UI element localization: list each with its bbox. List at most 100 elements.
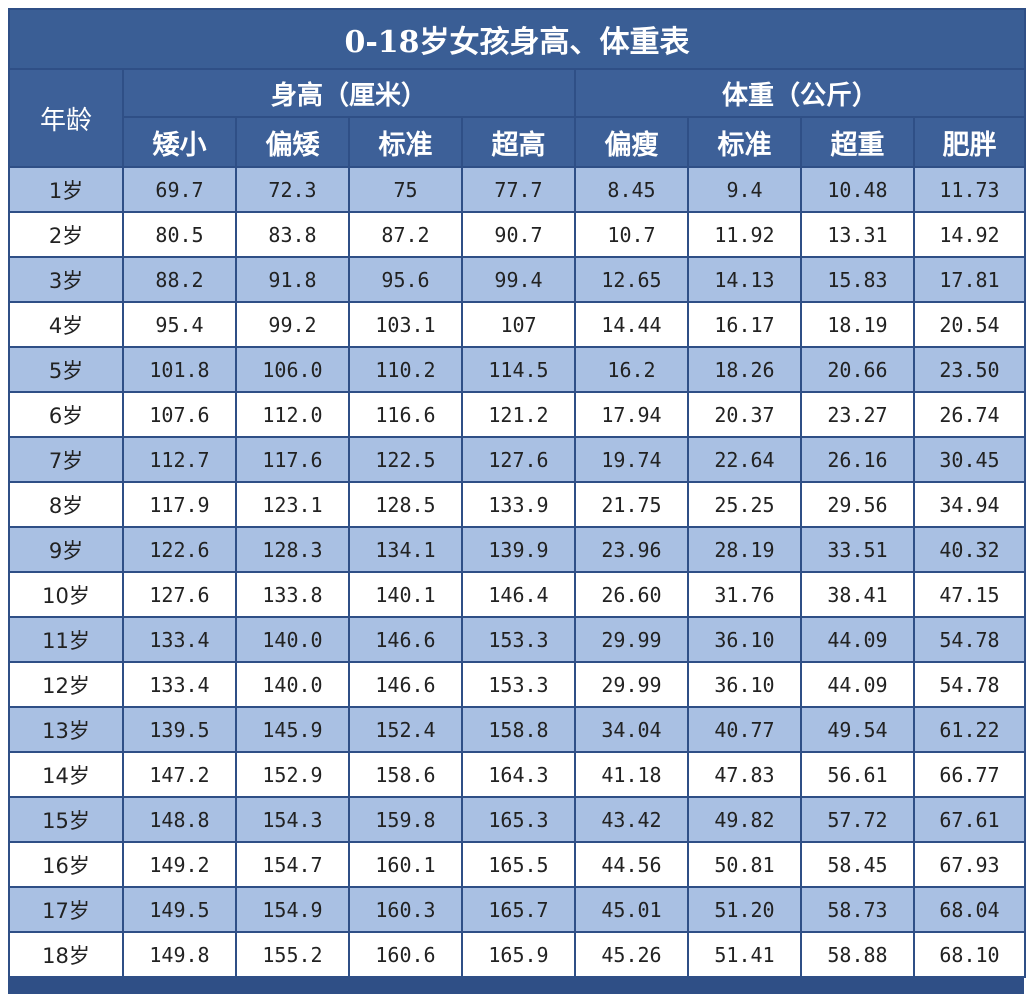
value-cell: 13.31 [800, 211, 915, 258]
age-cell: 15岁 [8, 796, 124, 843]
value-cell: 90.7 [461, 211, 576, 258]
value-cell: 34.04 [574, 706, 689, 753]
value-cell: 44.56 [574, 841, 689, 888]
height-group-header: 身高（厘米） [122, 68, 576, 118]
value-cell: 54.78 [912, 616, 1027, 663]
value-cell: 67.93 [912, 841, 1027, 888]
subheader-standard-height: 标准 [348, 116, 463, 168]
value-cell: 33.51 [800, 526, 915, 573]
age-cell: 7岁 [8, 436, 124, 483]
subheader-below-average-height: 偏矮 [235, 116, 350, 168]
value-cell: 50.81 [687, 841, 802, 888]
value-cell: 72.3 [235, 166, 350, 213]
value-cell: 99.4 [461, 256, 576, 303]
value-cell: 45.26 [574, 931, 689, 978]
value-cell: 18.26 [687, 346, 802, 393]
table-row: 5岁 101.8 106.0 110.2 114.5 16.2 18.26 20.66 23.5… [8, 346, 1027, 393]
value-cell: 54.78 [912, 661, 1027, 708]
value-cell: 95.6 [348, 256, 463, 303]
value-cell: 68.10 [912, 931, 1027, 978]
value-cell: 75 [348, 166, 463, 213]
value-cell: 101.8 [122, 346, 237, 393]
value-cell: 110.2 [348, 346, 463, 393]
value-cell: 61.22 [912, 706, 1027, 753]
value-cell: 43.42 [574, 796, 689, 843]
value-cell: 160.3 [348, 886, 463, 933]
value-cell: 45.01 [574, 886, 689, 933]
value-cell: 165.9 [461, 931, 576, 978]
value-cell: 11.92 [687, 211, 802, 258]
table-row: 1岁 69.7 72.3 75 77.7 8.45 9.4 10.48 11.73 [8, 166, 1027, 213]
value-cell: 99.2 [235, 301, 350, 348]
value-cell: 14.13 [687, 256, 802, 303]
value-cell: 77.7 [461, 166, 576, 213]
value-cell: 49.54 [800, 706, 915, 753]
value-cell: 69.7 [122, 166, 237, 213]
value-cell: 16.17 [687, 301, 802, 348]
age-cell: 4岁 [8, 301, 124, 348]
growth-chart-table-frame: 0-18岁女孩身高、体重表 年龄 身高（厘米） 体重（公斤） 矮小 偏矮 标准 … [7, 8, 1027, 994]
age-cell: 10岁 [8, 571, 124, 618]
value-cell: 133.4 [122, 661, 237, 708]
table-row: 6岁 107.6 112.0 116.6 121.2 17.94 20.37 23.27 26.… [8, 391, 1027, 438]
value-cell: 16.2 [574, 346, 689, 393]
table-row: 2岁 80.5 83.8 87.2 90.7 10.7 11.92 13.31 14.92 [8, 211, 1027, 258]
value-cell: 87.2 [348, 211, 463, 258]
table-row: 9岁 122.6 128.3 134.1 139.9 23.96 28.19 33.51 40.… [8, 526, 1027, 573]
value-cell: 146.6 [348, 661, 463, 708]
age-cell: 3岁 [8, 256, 124, 303]
value-cell: 21.75 [574, 481, 689, 528]
value-cell: 117.6 [235, 436, 350, 483]
value-cell: 17.94 [574, 391, 689, 438]
value-cell: 91.8 [235, 256, 350, 303]
value-cell: 140.0 [235, 616, 350, 663]
subheader-overweight: 超重 [800, 116, 915, 168]
value-cell: 15.83 [800, 256, 915, 303]
value-cell: 58.73 [800, 886, 915, 933]
value-cell: 117.9 [122, 481, 237, 528]
value-cell: 29.56 [800, 481, 915, 528]
value-cell: 149.2 [122, 841, 237, 888]
value-cell: 51.41 [687, 931, 802, 978]
growth-table: 0-18岁女孩身高、体重表 年龄 身高（厘米） 体重（公斤） 矮小 偏矮 标准 … [7, 8, 1027, 978]
value-cell: 112.7 [122, 436, 237, 483]
table-row: 15岁 148.8 154.3 159.8 165.3 43.42 49.82 57.72 67… [8, 796, 1027, 843]
value-cell: 140.0 [235, 661, 350, 708]
value-cell: 20.54 [912, 301, 1027, 348]
value-cell: 139.5 [122, 706, 237, 753]
value-cell: 149.5 [122, 886, 237, 933]
subheader-obese: 肥胖 [912, 116, 1027, 168]
value-cell: 149.8 [122, 931, 237, 978]
age-cell: 6岁 [8, 391, 124, 438]
subheader-short: 矮小 [122, 116, 237, 168]
value-cell: 12.65 [574, 256, 689, 303]
table-row: 16岁 149.2 154.7 160.1 165.5 44.56 50.81 58.45 67… [8, 841, 1027, 888]
value-cell: 155.2 [235, 931, 350, 978]
value-cell: 23.50 [912, 346, 1027, 393]
table-row: 14岁 147.2 152.9 158.6 164.3 41.18 47.83 56.61 66… [8, 751, 1027, 798]
value-cell: 26.74 [912, 391, 1027, 438]
value-cell: 88.2 [122, 256, 237, 303]
age-cell: 8岁 [8, 481, 124, 528]
value-cell: 23.96 [574, 526, 689, 573]
value-cell: 44.09 [800, 661, 915, 708]
value-cell: 18.19 [800, 301, 915, 348]
value-cell: 122.6 [122, 526, 237, 573]
value-cell: 49.82 [687, 796, 802, 843]
value-cell: 134.1 [348, 526, 463, 573]
value-cell: 67.61 [912, 796, 1027, 843]
value-cell: 40.77 [687, 706, 802, 753]
value-cell: 95.4 [122, 301, 237, 348]
value-cell: 80.5 [122, 211, 237, 258]
value-cell: 58.45 [800, 841, 915, 888]
value-cell: 114.5 [461, 346, 576, 393]
value-cell: 107.6 [122, 391, 237, 438]
value-cell: 116.6 [348, 391, 463, 438]
value-cell: 51.20 [687, 886, 802, 933]
value-cell: 30.45 [912, 436, 1027, 483]
value-cell: 20.66 [800, 346, 915, 393]
value-cell: 107 [461, 301, 576, 348]
value-cell: 28.19 [687, 526, 802, 573]
value-cell: 165.3 [461, 796, 576, 843]
value-cell: 36.10 [687, 661, 802, 708]
